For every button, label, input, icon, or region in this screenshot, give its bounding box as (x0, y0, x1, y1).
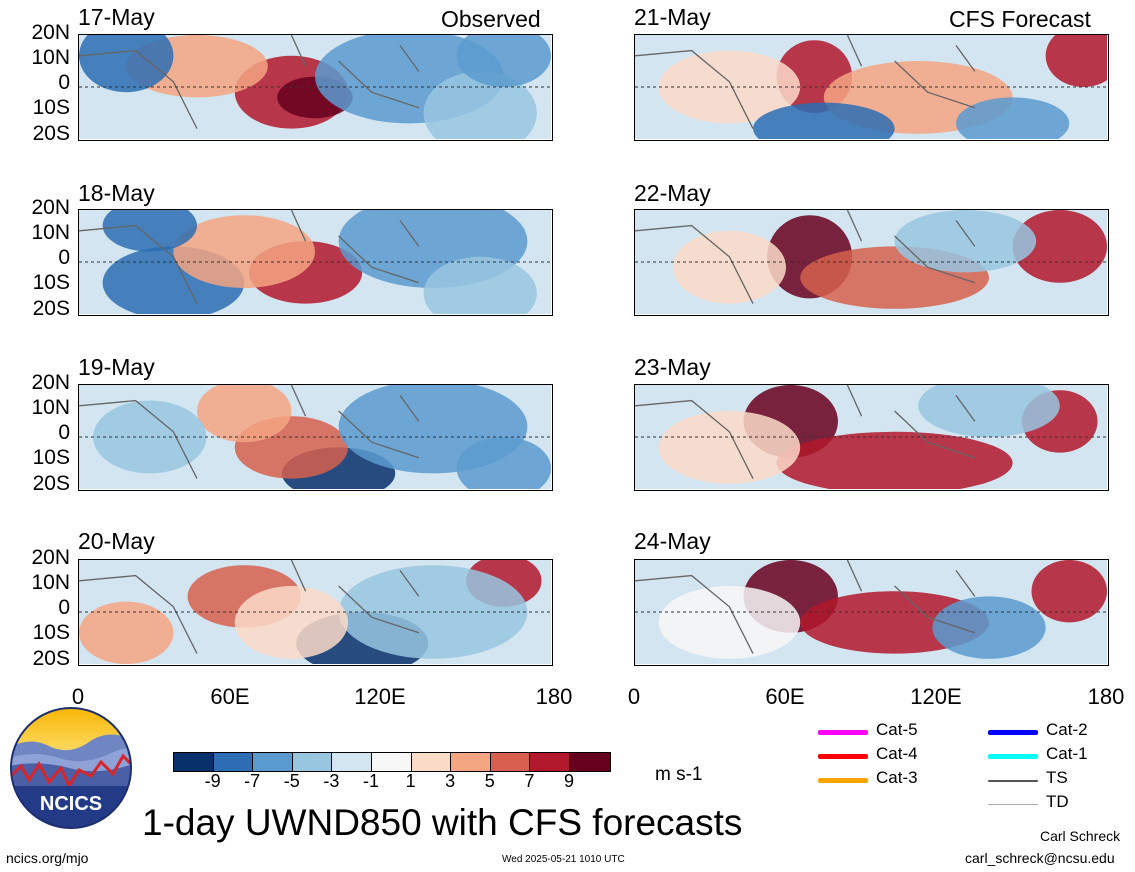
colorbar-tick-label: -9 (204, 771, 221, 791)
legend-line-cat-3 (818, 778, 868, 783)
lat-label: 10S (32, 446, 70, 469)
lat-label: 10N (31, 571, 70, 594)
legend-label-cat-3: Cat-3 (876, 768, 918, 787)
colorbar-tick-label: 1 (405, 771, 416, 791)
forecast-wind-map-1 (634, 34, 1109, 141)
observed-label: Observed (441, 6, 541, 32)
footer-url[interactable]: ncics.org/mjo (6, 850, 89, 866)
footer-timestamp: Wed 2025-05-21 1010 UTC (502, 854, 625, 865)
panel-date-right-4: 24-May (634, 528, 711, 554)
legend-line-td (988, 804, 1038, 805)
colorbar-swatch (411, 753, 452, 771)
legend-label-cat-5: Cat-5 (876, 720, 918, 739)
colorbar-swatch (451, 753, 491, 771)
figure-title: 1-day UWND850 with CFS forecasts (142, 802, 743, 843)
lon-label-120e-left: 120E (354, 684, 406, 709)
lat-label: 0 (58, 596, 70, 619)
lon-label-180-left: 180 (535, 684, 573, 709)
lat-label: 10N (31, 46, 70, 69)
colorbar-tick-label: -1 (362, 771, 379, 791)
panel-date-right-1: 21-May (634, 4, 711, 30)
legend-label-ts: TS (1046, 768, 1068, 787)
colorbar (173, 752, 611, 772)
legend-label-cat-4: Cat-4 (876, 744, 918, 763)
panel-date-right-3: 23-May (634, 354, 711, 380)
lon-label-0-left: 0 (71, 684, 85, 709)
legend-label-td: TD (1046, 792, 1069, 811)
lat-label: 0 (58, 71, 70, 94)
lat-label: 20S (32, 297, 70, 320)
panel-date-left-2: 18-May (78, 180, 155, 206)
panel-date-right-2: 22-May (634, 180, 711, 206)
lon-label-120e-right: 120E (910, 684, 962, 709)
legend-line-cat-4 (818, 754, 868, 759)
colorbar-tick-label: 9 (563, 771, 574, 791)
observed-wind-map-3 (78, 384, 553, 491)
lat-label: 10N (31, 221, 70, 244)
lat-label: 20N (31, 546, 70, 569)
colorbar-swatch (569, 753, 610, 771)
colorbar-tick-label: 3 (445, 771, 456, 791)
panel-date-left-3: 19-May (78, 354, 155, 380)
legend-line-cat-2 (988, 730, 1038, 735)
colorbar-tick-label: -7 (244, 771, 261, 791)
lat-label: 0 (58, 421, 70, 444)
observed-wind-map-2 (78, 209, 553, 316)
observed-wind-map-4 (78, 559, 553, 666)
forecast-wind-map-4 (634, 559, 1109, 666)
legend-line-cat-1 (988, 754, 1038, 759)
lat-label: 20N (31, 21, 70, 44)
observed-wind-map-1 (78, 34, 553, 141)
colorbar-tick-label: 7 (524, 771, 535, 791)
lat-label: 20S (32, 647, 70, 670)
colorbar-swatch (490, 753, 531, 771)
logo-text: NCICS (40, 793, 102, 815)
lat-label: 20N (31, 371, 70, 394)
legend-line-cat-5 (818, 730, 868, 735)
lat-label: 10S (32, 271, 70, 294)
ncics-logo: NCICS (9, 706, 133, 830)
colorbar-swatch (292, 753, 333, 771)
legend-label-cat-2: Cat-2 (1046, 720, 1088, 739)
legend-label-cat-1: Cat-1 (1046, 744, 1088, 763)
lat-label: 10S (32, 621, 70, 644)
lat-label: 20S (32, 122, 70, 145)
colorbar-tick-label: 5 (484, 771, 495, 791)
colorbar-swatch (174, 753, 214, 771)
forecast-wind-map-3 (634, 384, 1109, 491)
lon-label-0-right: 0 (627, 684, 641, 709)
forecast-label: CFS Forecast (949, 6, 1091, 32)
lat-label: 0 (58, 246, 70, 269)
colorbar-swatch (332, 753, 372, 771)
lat-label: 20S (32, 472, 70, 495)
lon-label-60e-left: 60E (210, 684, 250, 709)
colorbar-swatch (371, 753, 412, 771)
panel-date-left-4: 20-May (78, 528, 155, 554)
lat-label: 10N (31, 396, 70, 419)
colorbar-tick-label: -5 (283, 771, 300, 791)
forecast-wind-map-2 (634, 209, 1109, 316)
colorbar-swatch (530, 753, 570, 771)
footer-author: Carl Schreck (1040, 828, 1121, 844)
colorbar-tick-label: -3 (323, 771, 340, 791)
panel-date-left-1: 17-May (78, 4, 155, 30)
colorbar-units: m s-1 (655, 764, 703, 785)
lat-label: 20N (31, 196, 70, 219)
lat-label: 10S (32, 96, 70, 119)
lon-label-60e-right: 60E (765, 684, 805, 709)
footer-email[interactable]: carl_schreck@ncsu.edu (965, 850, 1115, 866)
colorbar-swatch (213, 753, 254, 771)
colorbar-swatch (253, 753, 293, 771)
lon-label-180-right: 180 (1087, 684, 1125, 709)
legend-line-ts (988, 780, 1038, 782)
